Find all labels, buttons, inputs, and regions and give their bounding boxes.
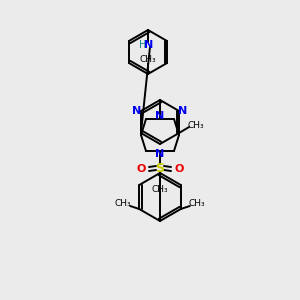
Text: S: S: [155, 161, 164, 175]
Text: CH₃: CH₃: [152, 184, 168, 194]
Text: H: H: [139, 40, 147, 50]
Text: N: N: [132, 106, 142, 116]
Text: N: N: [155, 111, 165, 121]
Text: N: N: [155, 149, 165, 159]
Text: N: N: [144, 40, 154, 50]
Text: CH₃: CH₃: [188, 121, 204, 130]
Text: O: O: [136, 164, 146, 174]
Text: CH₃: CH₃: [115, 200, 131, 208]
Text: N: N: [178, 106, 188, 116]
Text: O: O: [174, 164, 184, 174]
Text: CH₃: CH₃: [140, 56, 156, 64]
Text: CH₃: CH₃: [188, 200, 205, 208]
